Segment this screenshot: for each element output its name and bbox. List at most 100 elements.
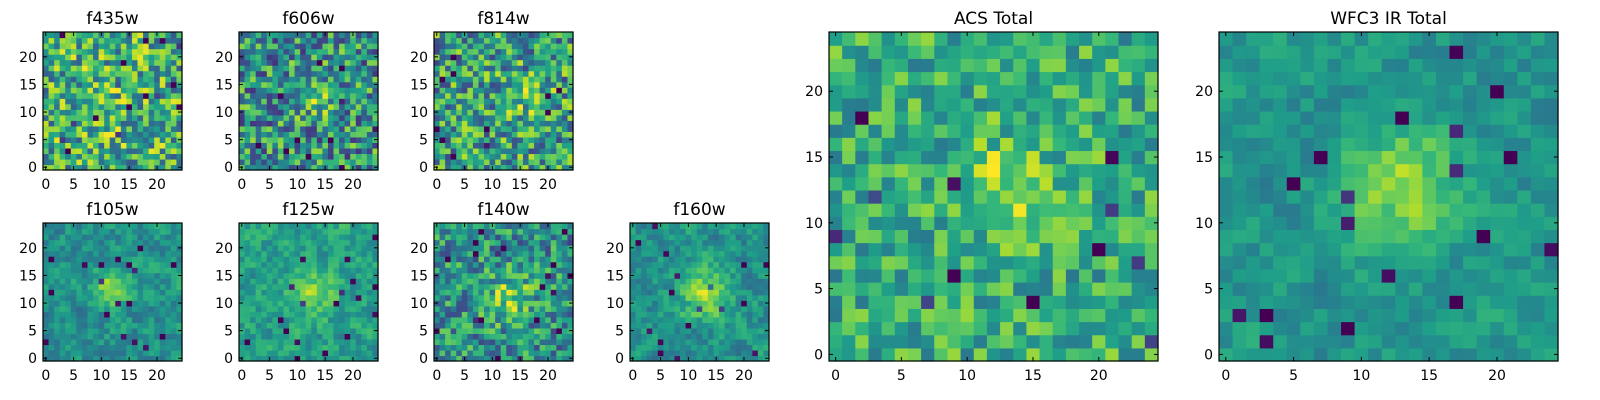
heatmap-cell	[724, 250, 731, 257]
heatmap-cell	[43, 261, 50, 268]
heatmap-cell	[322, 327, 329, 334]
heatmap-cell	[48, 125, 55, 132]
heatmap-cell	[696, 344, 703, 351]
heatmap-cell	[522, 256, 530, 263]
heatmap-cell	[65, 76, 72, 83]
heatmap-cell	[467, 250, 474, 257]
heatmap-cell	[239, 344, 246, 351]
heatmap-cell	[131, 48, 139, 55]
heatmap-cell	[261, 87, 268, 94]
heatmap-cell	[746, 322, 753, 329]
heatmap-cell	[322, 153, 329, 160]
heatmap-cell	[556, 245, 563, 252]
heatmap-cell	[261, 81, 268, 88]
heatmap-cell	[960, 321, 975, 336]
heatmap-cell	[550, 153, 557, 160]
heatmap-cell	[472, 65, 480, 72]
heatmap-cell	[461, 70, 468, 77]
heatmap-cell	[506, 245, 513, 252]
plot-frame	[629, 222, 770, 362]
plot-frame	[42, 222, 183, 362]
heatmap-cell	[550, 87, 557, 94]
heatmap-cell	[277, 98, 285, 105]
heatmap-cell	[170, 333, 178, 340]
heatmap-cell	[724, 289, 731, 296]
heatmap-cell	[261, 43, 268, 50]
heatmap-cell	[934, 334, 949, 349]
heatmap-cell	[439, 54, 446, 61]
heatmap-cell	[528, 228, 535, 235]
heatmap-cell	[561, 294, 569, 301]
heatmap-cell	[556, 305, 563, 312]
heatmap-cell	[272, 147, 279, 155]
heatmap-cell	[500, 136, 507, 143]
heatmap-cell	[350, 250, 357, 257]
heatmap-cell	[456, 316, 463, 323]
heatmap-cell	[500, 109, 507, 116]
heatmap-cell	[522, 283, 530, 290]
heatmap-cell	[707, 250, 714, 257]
heatmap-cell	[495, 349, 502, 357]
heatmap-cell	[752, 239, 759, 246]
heatmap-cell	[322, 81, 329, 88]
heatmap-cell	[159, 228, 166, 235]
heatmap-cell	[115, 131, 122, 138]
heatmap-cell	[333, 65, 340, 72]
heatmap-cell	[434, 228, 441, 235]
heatmap-cell	[641, 322, 648, 329]
heatmap-cell	[294, 158, 301, 166]
heatmap-cell	[126, 114, 133, 121]
heatmap-cell	[450, 355, 457, 362]
heatmap-cell	[266, 338, 273, 346]
heatmap-cell	[545, 54, 552, 61]
heatmap-cell	[539, 338, 546, 346]
heatmap-cell	[635, 278, 642, 285]
heatmap-cell	[283, 327, 290, 334]
heatmap-cell	[646, 305, 653, 312]
heatmap-cell	[98, 65, 105, 72]
heatmap-cell	[120, 142, 127, 149]
heatmap-cell	[266, 250, 273, 257]
heatmap-cell	[539, 228, 546, 235]
heatmap-cell	[461, 76, 468, 83]
heatmap-cell	[350, 76, 357, 83]
heatmap-cell	[921, 295, 935, 309]
heatmap-cell	[59, 338, 66, 346]
heatmap-cell	[76, 125, 83, 132]
heatmap-cell	[126, 109, 133, 116]
heatmap-cell	[561, 223, 569, 230]
heatmap-cell	[59, 37, 66, 44]
heatmap-cell	[947, 282, 962, 296]
heatmap-cell	[489, 142, 496, 149]
heatmap-cell	[663, 267, 670, 274]
heatmap-cell	[294, 70, 301, 77]
heatmap-cell	[567, 349, 574, 357]
heatmap-cell	[87, 322, 94, 329]
heatmap-cell	[702, 234, 709, 241]
heatmap-cell	[154, 37, 161, 44]
heatmap-cell	[137, 261, 144, 268]
heatmap-cell	[1065, 321, 1080, 336]
heatmap-cell	[741, 250, 748, 257]
heatmap-cell	[366, 228, 374, 235]
heatmap-cell	[511, 278, 518, 285]
heatmap-cell	[372, 87, 379, 94]
heatmap-cell	[283, 338, 290, 346]
heatmap-cell	[881, 282, 896, 296]
heatmap-cell	[261, 98, 268, 105]
heatmap-cell	[517, 234, 524, 241]
heatmap-cell	[48, 153, 55, 160]
heatmap-cell	[289, 37, 296, 44]
heatmap-cell	[652, 256, 659, 263]
heatmap-cell	[339, 294, 346, 301]
heatmap-cell	[137, 349, 144, 357]
heatmap-cell	[724, 272, 731, 279]
heatmap-cell	[355, 98, 362, 105]
heatmap-cell	[361, 103, 368, 110]
heatmap-cell	[522, 355, 530, 362]
heatmap-cell	[556, 267, 563, 274]
heatmap-cell	[143, 76, 150, 83]
heatmap-cell	[339, 338, 346, 346]
heatmap-cell	[65, 103, 72, 110]
heatmap-cell	[478, 131, 485, 138]
